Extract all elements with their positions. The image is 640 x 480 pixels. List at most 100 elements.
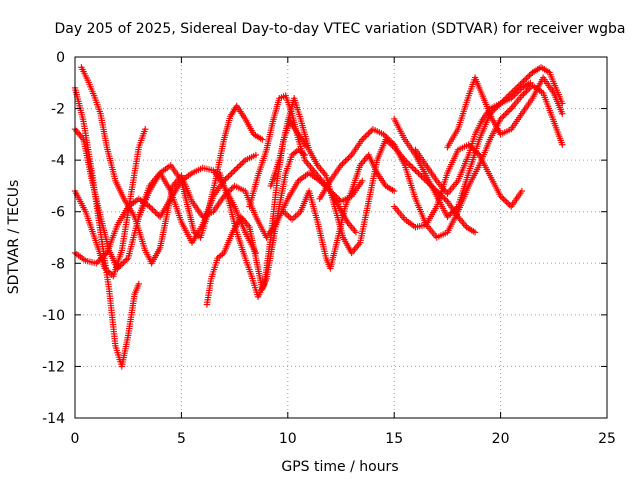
- data-point: [381, 132, 389, 140]
- data-point: [365, 130, 372, 137]
- data-point: [99, 254, 106, 261]
- series-sat-p: [444, 74, 566, 151]
- data-point: [559, 110, 566, 117]
- data-point: [339, 160, 346, 168]
- data-point: [117, 262, 124, 269]
- data-point: [451, 206, 459, 213]
- data-point: [497, 193, 504, 200]
- x-tick-label: 15: [385, 431, 403, 447]
- data-point: [150, 207, 158, 215]
- data-point: [259, 136, 266, 143]
- data-point: [93, 260, 100, 267]
- data-point: [409, 164, 416, 171]
- data-point: [96, 257, 103, 264]
- data-point: [389, 139, 396, 147]
- data-point: [523, 88, 530, 95]
- data-point: [445, 212, 453, 219]
- data-point: [505, 108, 512, 115]
- data-point: [352, 229, 360, 236]
- data-point: [343, 156, 351, 163]
- data-point: [149, 206, 156, 213]
- data-point: [508, 89, 515, 97]
- data-point: [232, 165, 240, 173]
- data-point: [517, 81, 524, 88]
- data-point: [391, 187, 398, 195]
- data-point: [415, 170, 422, 177]
- data-point: [380, 131, 387, 138]
- data-point: [447, 210, 454, 218]
- data-point: [383, 134, 390, 141]
- data-point: [226, 171, 234, 179]
- data-point: [360, 134, 367, 142]
- data-point: [118, 260, 126, 268]
- data-point: [152, 209, 159, 216]
- data-point: [94, 258, 101, 266]
- data-point: [500, 112, 507, 120]
- y-tick-label: -12: [42, 359, 65, 375]
- data-point: [363, 131, 371, 139]
- data-point: [448, 209, 456, 216]
- plot-frame: [74, 56, 608, 419]
- data-point: [497, 100, 504, 107]
- data-point: [442, 196, 450, 204]
- series-sat-i: [246, 92, 360, 236]
- data-point: [498, 98, 506, 106]
- data-point: [100, 252, 108, 260]
- data-point: [506, 91, 513, 98]
- data-point: [500, 195, 507, 203]
- data-point: [412, 167, 419, 174]
- data-markers: [71, 64, 566, 370]
- data-point: [102, 251, 109, 258]
- data-point: [524, 86, 532, 93]
- data-point: [506, 106, 513, 114]
- data-point: [521, 76, 529, 84]
- data-point: [410, 165, 418, 173]
- data-point: [450, 207, 457, 215]
- data-point: [234, 164, 241, 171]
- data-point: [497, 115, 504, 123]
- data-point: [503, 94, 510, 101]
- data-point: [346, 153, 354, 160]
- data-point: [503, 198, 510, 206]
- data-point: [505, 200, 512, 207]
- y-tick-label: -4: [51, 153, 65, 169]
- data-point: [345, 154, 352, 162]
- data-point: [441, 195, 448, 202]
- data-point: [521, 89, 529, 96]
- data-point: [444, 213, 451, 221]
- data-point: [97, 255, 105, 263]
- data-point: [386, 137, 393, 144]
- data-point: [471, 229, 479, 236]
- series-sat-f: [135, 102, 266, 241]
- data-point: [337, 162, 345, 169]
- y-tick-label: 0: [56, 50, 65, 66]
- data-point: [407, 162, 415, 170]
- data-point: [231, 167, 238, 174]
- data-point: [520, 78, 527, 85]
- data-point: [135, 280, 143, 288]
- data-point: [142, 126, 149, 133]
- data-point: [515, 82, 523, 89]
- data-point: [146, 203, 153, 210]
- data-point: [240, 158, 247, 165]
- data-point: [413, 168, 421, 176]
- data-point: [501, 111, 509, 118]
- data-point: [500, 97, 507, 104]
- data-point: [237, 161, 244, 168]
- series-sat-n: [391, 79, 534, 221]
- data-point: [520, 91, 527, 98]
- data-point: [387, 138, 395, 145]
- data-point: [518, 187, 526, 195]
- data-point: [501, 95, 509, 103]
- data-point: [384, 135, 392, 142]
- data-point: [239, 159, 246, 167]
- data-point: [511, 86, 518, 94]
- data-point: [366, 128, 374, 136]
- y-tick-label: -2: [51, 102, 65, 118]
- data-point: [342, 157, 349, 165]
- series-sat-o: [412, 64, 566, 197]
- data-point: [114, 265, 121, 272]
- y-axis-label: SDTVAR / TECUs: [6, 180, 22, 295]
- data-point: [121, 257, 129, 265]
